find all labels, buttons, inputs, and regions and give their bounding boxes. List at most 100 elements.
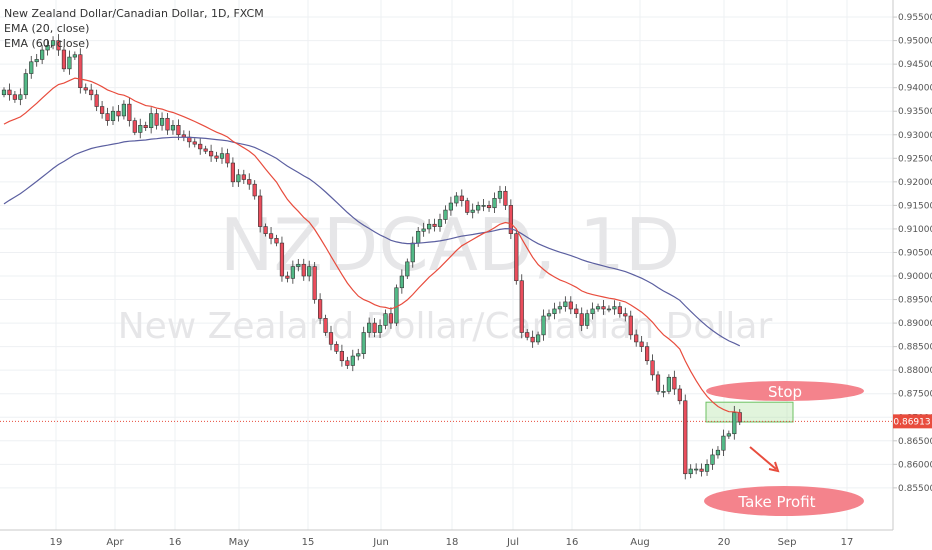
- y-tick-label: 0.93500: [898, 107, 932, 117]
- candle: [127, 103, 132, 121]
- y-tick-label: 0.88500: [898, 343, 932, 353]
- candle: [454, 195, 459, 204]
- take-profit-label: Take Profit: [737, 493, 815, 511]
- candle: [356, 353, 361, 357]
- x-tick-label: 20: [718, 537, 731, 548]
- candle: [377, 325, 383, 333]
- candle: [209, 150, 214, 157]
- take-profit-annotation: [704, 486, 864, 516]
- candle: [688, 468, 693, 475]
- candle: [421, 228, 426, 232]
- candle: [159, 117, 165, 126]
- candle: [486, 205, 492, 209]
- y-tick-label: 0.86000: [898, 460, 932, 470]
- candle: [252, 183, 257, 197]
- candle: [579, 313, 584, 326]
- candle: [497, 190, 503, 199]
- candle: [590, 308, 595, 314]
- candle: [644, 346, 650, 362]
- candle: [530, 336, 535, 343]
- x-axis: 19 Apr 16 May 15 Jun 18 Jul 16 Aug 20 Sep 17: [50, 537, 854, 548]
- candle: [149, 113, 154, 129]
- y-tick-label: 0.86500: [898, 437, 932, 447]
- candle: [334, 343, 339, 352]
- candle: [574, 308, 579, 314]
- x-tick-label: 19: [50, 537, 63, 548]
- candle: [732, 412, 737, 435]
- candle: [83, 87, 88, 91]
- x-tick-label: Sep: [778, 537, 797, 548]
- candle: [301, 263, 306, 277]
- candle: [683, 400, 688, 475]
- candle: [258, 195, 263, 227]
- x-tick-label: Aug: [630, 537, 650, 548]
- candle: [203, 148, 208, 152]
- candle: [704, 464, 710, 472]
- candle: [34, 59, 39, 63]
- candle: [121, 103, 126, 117]
- candle: [557, 306, 562, 310]
- candle: [247, 179, 252, 185]
- candle: [399, 275, 404, 289]
- y-tick-label: 0.94500: [898, 60, 932, 70]
- candle: [12, 94, 18, 100]
- x-tick-label: 18: [446, 537, 459, 548]
- candle: [225, 153, 230, 164]
- candle: [426, 223, 432, 230]
- candle: [394, 287, 399, 324]
- y-tick-label: 0.94000: [898, 84, 932, 94]
- candle: [241, 174, 246, 180]
- y-tick-label: 0.95500: [898, 13, 932, 23]
- stop-annotation: [706, 381, 864, 401]
- x-tick-label: Jun: [372, 537, 389, 548]
- current-price-tag: [893, 414, 932, 429]
- candle: [617, 306, 622, 314]
- candle: [170, 125, 176, 131]
- ema60-legend: EMA (60, close): [4, 37, 90, 50]
- candle: [459, 195, 464, 201]
- candle: [317, 299, 323, 319]
- ema20-line: [3, 77, 740, 414]
- ema20-legend: EMA (20, close): [4, 22, 90, 35]
- candle: [715, 449, 721, 456]
- candle: [307, 266, 312, 277]
- candle: [710, 454, 715, 465]
- candle: [601, 306, 606, 310]
- candle: [56, 40, 61, 51]
- candle: [214, 155, 219, 159]
- grid: [0, 0, 893, 530]
- y-tick-label: 0.85500: [898, 484, 932, 494]
- stop-zone: [705, 401, 794, 423]
- candle: [290, 266, 295, 279]
- candle: [568, 301, 573, 310]
- candle: [623, 313, 628, 317]
- y-tick-label: 0.89500: [898, 296, 932, 306]
- y-tick-label: 0.91500: [898, 201, 932, 211]
- y-axis: 0.95500 0.95000 0.94500 0.94000 0.93500 0.930…: [893, 13, 932, 494]
- candle: [476, 205, 481, 211]
- candle: [535, 334, 541, 343]
- candle: [721, 435, 726, 451]
- arrow-head-icon: [768, 461, 780, 473]
- y-tick-label: 0.95000: [898, 37, 932, 47]
- candle: [165, 117, 170, 131]
- candle: [432, 223, 437, 227]
- y-tick-label: 0.90000: [898, 272, 932, 282]
- candle: [367, 322, 372, 333]
- candle: [503, 190, 508, 206]
- candle: [519, 280, 524, 333]
- x-tick-label: Jul: [506, 537, 519, 548]
- candle: [737, 412, 742, 423]
- candle: [268, 233, 274, 239]
- candle: [50, 40, 56, 46]
- candle: [694, 468, 699, 471]
- candle: [541, 315, 546, 336]
- candle: [470, 209, 475, 213]
- candle: [94, 94, 99, 107]
- x-tick-label: Apr: [106, 537, 124, 548]
- down-arrow-icon: [749, 446, 777, 470]
- candle: [726, 433, 731, 437]
- candle: [410, 242, 415, 263]
- candle: [350, 355, 355, 366]
